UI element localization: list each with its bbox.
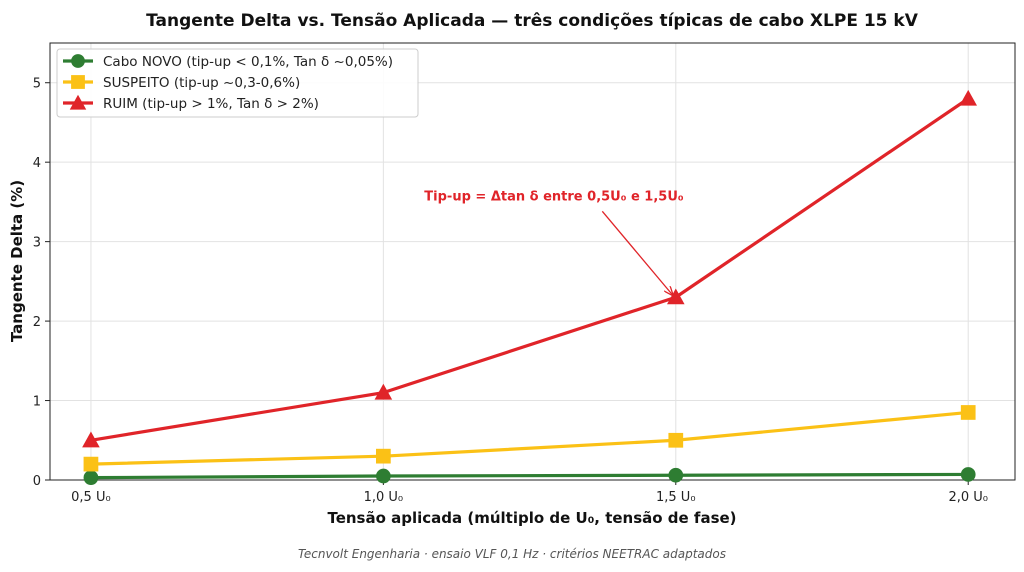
series-line bbox=[90, 472, 969, 480]
legend-label: SUSPEITO (tip-up ~0,3-0,6%) bbox=[103, 75, 300, 91]
legend-item: SUSPEITO (tip-up ~0,3-0,6%) bbox=[63, 75, 300, 91]
data-point bbox=[666, 288, 685, 305]
y-tick-label: 1 bbox=[33, 395, 41, 410]
y-tick-label: 4 bbox=[33, 156, 41, 171]
legend-box bbox=[56, 48, 419, 118]
data-point bbox=[71, 75, 85, 89]
series-circle bbox=[83, 467, 976, 485]
plot-frame bbox=[49, 42, 1016, 481]
data-point bbox=[82, 431, 100, 448]
annotation-arrow bbox=[601, 210, 672, 295]
legend-label: Cabo NOVO (tip-up < 0,1%, Tan δ ~0,05%) bbox=[103, 54, 393, 70]
annotation: Tip-up = Δtan δ entre 0,5U₀ e 1,5U₀ bbox=[424, 189, 684, 295]
series-line bbox=[90, 410, 969, 466]
data-point bbox=[83, 470, 99, 485]
data-point bbox=[959, 89, 978, 106]
x-tick-label: 1,0 U₀ bbox=[364, 490, 404, 505]
x-axis-title: Tensão aplicada (múltiplo de U₀, tensão … bbox=[327, 509, 736, 527]
series-group bbox=[82, 89, 978, 485]
y-tick-label: 0 bbox=[33, 474, 41, 489]
legend-item: Cabo NOVO (tip-up < 0,1%, Tan δ ~0,05%) bbox=[63, 54, 393, 70]
x-axis: 0,5 U₀ 1,0 U₀ 1,5 U₀ 2,0 U₀ bbox=[71, 480, 988, 505]
series-triangle bbox=[82, 89, 978, 448]
y-tick-label: 3 bbox=[33, 236, 41, 251]
legend-label: RUIM (tip-up > 1%, Tan δ > 2%) bbox=[103, 96, 319, 112]
annotation-text: Tip-up = Δtan δ entre 0,5U₀ e 1,5U₀ bbox=[424, 189, 684, 204]
x-tick-label: 1,5 U₀ bbox=[656, 490, 696, 505]
y-axis-title: Tangente Delta (%) bbox=[8, 180, 26, 342]
series-line bbox=[90, 97, 970, 442]
data-point bbox=[376, 448, 391, 464]
legend-item: RUIM (tip-up > 1%, Tan δ > 2%) bbox=[63, 94, 319, 112]
x-tick-label: 0,5 U₀ bbox=[71, 490, 111, 505]
data-point bbox=[71, 54, 85, 68]
data-point bbox=[376, 468, 391, 484]
legend: Cabo NOVO (tip-up < 0,1%, Tan δ ~0,05%) S… bbox=[56, 48, 419, 118]
y-axis: 0 1 2 3 4 5 bbox=[33, 77, 50, 489]
data-point bbox=[668, 467, 684, 483]
data-point bbox=[83, 456, 99, 472]
data-point bbox=[960, 405, 976, 420]
footer-credit: Tecnvolt Engenharia · ensaio VLF 0,1 Hz … bbox=[298, 547, 726, 561]
y-tick-label: 5 bbox=[33, 77, 41, 92]
data-point bbox=[69, 94, 87, 110]
data-point bbox=[374, 383, 393, 400]
data-point bbox=[960, 467, 976, 482]
data-point bbox=[668, 432, 684, 448]
chart-title: Tangente Delta vs. Tensão Aplicada — trê… bbox=[146, 11, 919, 31]
x-tick-label: 2,0 U₀ bbox=[948, 490, 988, 505]
y-tick-label: 2 bbox=[33, 315, 41, 330]
series-square bbox=[83, 405, 976, 472]
